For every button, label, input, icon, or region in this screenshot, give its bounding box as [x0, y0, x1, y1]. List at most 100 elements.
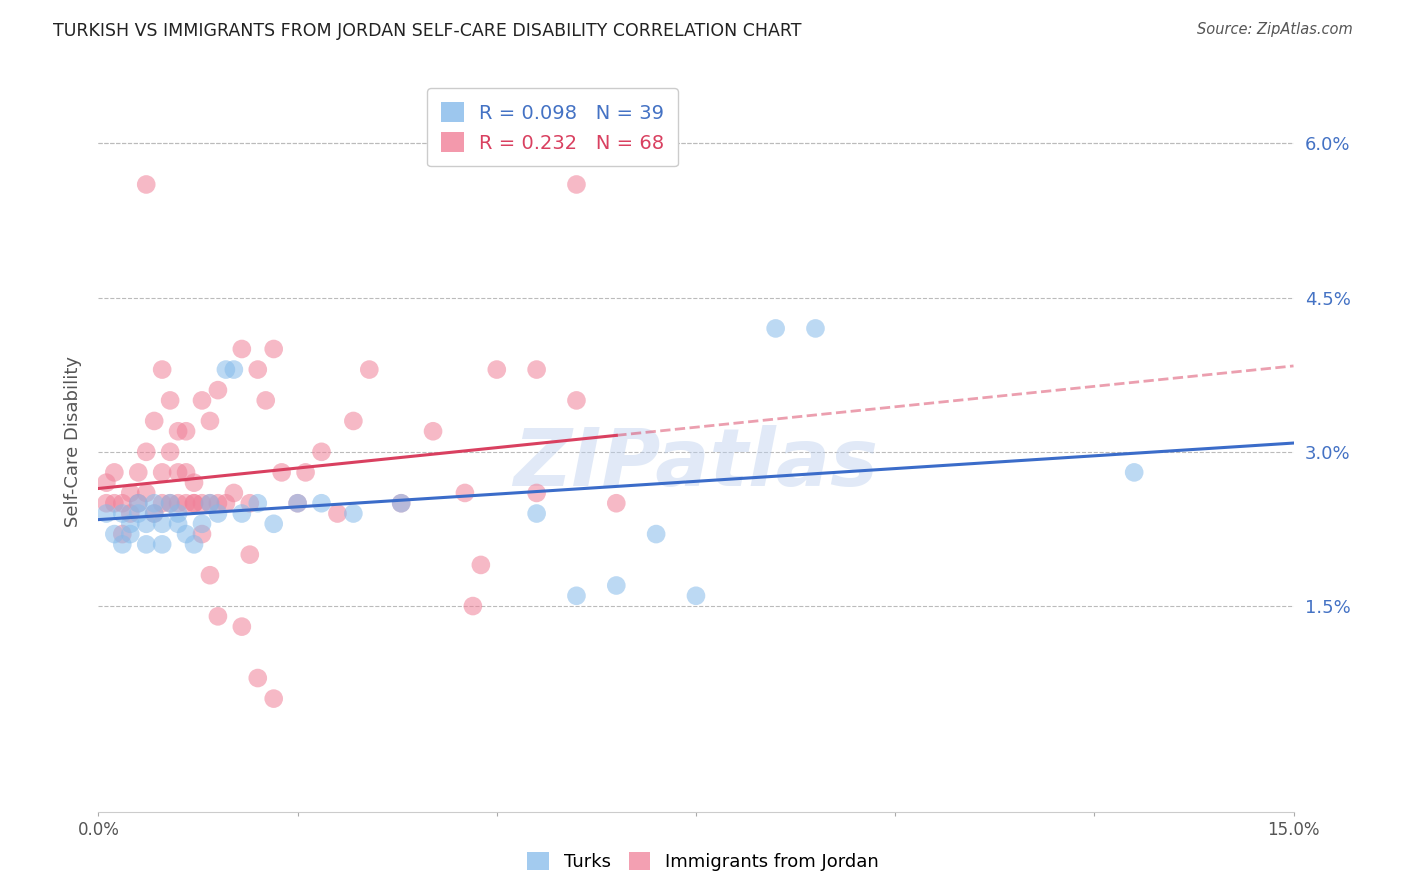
Point [239, 548, 262, 562]
Point [127, 507, 149, 521]
Point [167, 507, 190, 521]
Point [191, 393, 214, 408]
Point [215, 496, 238, 510]
Point [526, 362, 548, 376]
Point [120, 507, 142, 521]
Point [389, 496, 412, 510]
Point [174, 496, 197, 510]
Point [111, 496, 134, 510]
Point [246, 362, 269, 376]
Point [565, 178, 588, 192]
Point [135, 445, 157, 459]
Point [485, 362, 508, 376]
Point [239, 496, 262, 510]
Point [685, 589, 707, 603]
Point [191, 516, 214, 531]
Point [120, 527, 142, 541]
Point [167, 466, 190, 480]
Point [103, 527, 125, 541]
Point [270, 466, 292, 480]
Legend: R = 0.098   N = 39, R = 0.232   N = 68: R = 0.098 N = 39, R = 0.232 N = 68 [427, 88, 678, 167]
Point [143, 507, 166, 521]
Point [159, 496, 181, 510]
Point [167, 424, 190, 438]
Point [263, 342, 285, 356]
Point [127, 496, 149, 510]
Legend: Turks, Immigrants from Jordan: Turks, Immigrants from Jordan [520, 845, 886, 879]
Point [150, 537, 173, 551]
Text: Source: ZipAtlas.com: Source: ZipAtlas.com [1197, 22, 1353, 37]
Point [222, 486, 245, 500]
Point [111, 537, 134, 551]
Point [135, 537, 157, 551]
Point [461, 599, 484, 613]
Point [111, 507, 134, 521]
Point [143, 496, 166, 510]
Point [135, 178, 157, 192]
Point [565, 393, 588, 408]
Point [254, 393, 277, 408]
Point [246, 671, 269, 685]
Point [470, 558, 492, 572]
Y-axis label: Self-Care Disability: Self-Care Disability [63, 356, 82, 527]
Point [183, 475, 205, 490]
Point [127, 466, 149, 480]
Text: TURKISH VS IMMIGRANTS FROM JORDAN SELF-CARE DISABILITY CORRELATION CHART: TURKISH VS IMMIGRANTS FROM JORDAN SELF-C… [53, 22, 801, 40]
Point [222, 362, 245, 376]
Point [645, 527, 668, 541]
Point [167, 516, 190, 531]
Point [565, 589, 588, 603]
Point [127, 496, 149, 510]
Point [342, 507, 364, 521]
Point [326, 507, 349, 521]
Point [96, 496, 118, 510]
Point [1123, 466, 1146, 480]
Point [605, 496, 627, 510]
Point [150, 496, 173, 510]
Point [287, 496, 309, 510]
Point [183, 537, 205, 551]
Point [263, 516, 285, 531]
Point [96, 507, 118, 521]
Point [605, 578, 627, 592]
Point [198, 568, 221, 582]
Point [454, 486, 477, 500]
Point [183, 496, 205, 510]
Point [311, 496, 333, 510]
Point [143, 414, 166, 428]
Point [287, 496, 309, 510]
Point [159, 393, 181, 408]
Point [135, 486, 157, 500]
Point [96, 475, 118, 490]
Point [526, 507, 548, 521]
Point [159, 496, 181, 510]
Point [103, 466, 125, 480]
Point [765, 321, 787, 335]
Point [174, 424, 197, 438]
Point [389, 496, 412, 510]
Point [191, 527, 214, 541]
Point [150, 362, 173, 376]
Point [526, 486, 548, 500]
Point [422, 424, 444, 438]
Point [294, 466, 316, 480]
Point [311, 445, 333, 459]
Point [150, 466, 173, 480]
Point [207, 609, 229, 624]
Point [263, 691, 285, 706]
Point [215, 362, 238, 376]
Point [246, 496, 269, 510]
Text: ZIPatlas: ZIPatlas [513, 425, 879, 503]
Point [167, 496, 190, 510]
Point [207, 496, 229, 510]
Point [111, 527, 134, 541]
Point [359, 362, 381, 376]
Point [103, 496, 125, 510]
Point [120, 486, 142, 500]
Point [231, 342, 253, 356]
Point [207, 507, 229, 521]
Point [198, 496, 221, 510]
Point [231, 507, 253, 521]
Point [198, 496, 221, 510]
Point [135, 516, 157, 531]
